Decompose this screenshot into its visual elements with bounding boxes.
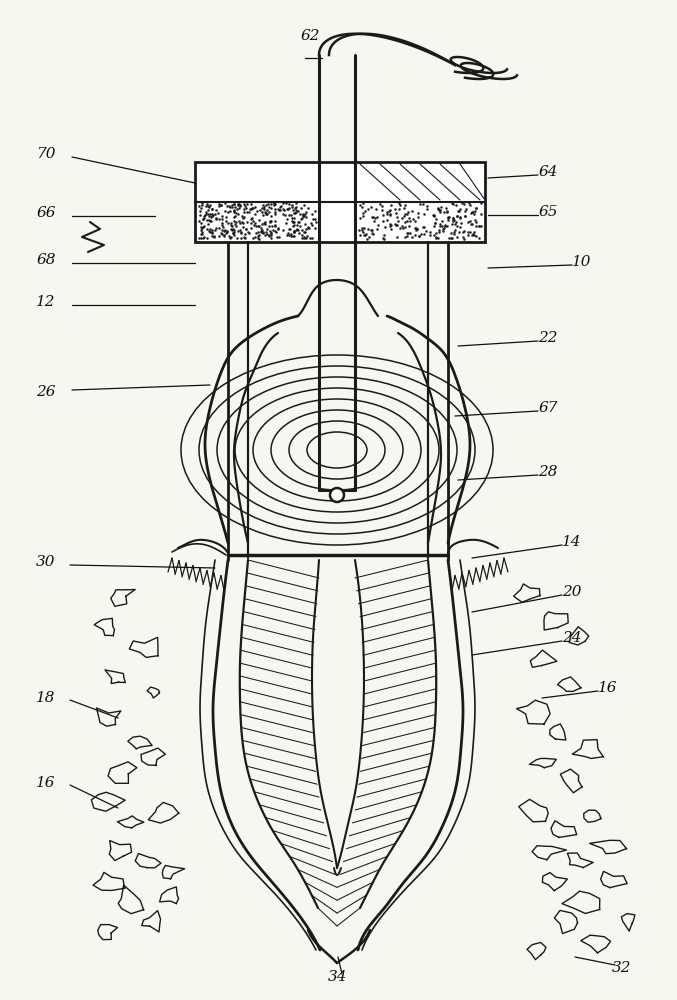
Text: 22: 22 bbox=[538, 331, 558, 345]
Text: 28: 28 bbox=[538, 465, 558, 479]
Text: 30: 30 bbox=[37, 555, 56, 569]
Text: 62: 62 bbox=[301, 29, 320, 43]
Bar bbox=[195, 162, 485, 242]
Text: 66: 66 bbox=[37, 206, 56, 220]
Text: 34: 34 bbox=[328, 970, 348, 984]
Text: 14: 14 bbox=[563, 535, 582, 549]
Text: 16: 16 bbox=[598, 681, 617, 695]
Text: 16: 16 bbox=[37, 776, 56, 790]
Circle shape bbox=[330, 488, 344, 502]
Text: 18: 18 bbox=[37, 691, 56, 705]
Text: 20: 20 bbox=[563, 585, 582, 599]
Text: 67: 67 bbox=[538, 401, 558, 415]
Text: 26: 26 bbox=[37, 385, 56, 399]
Text: 32: 32 bbox=[612, 961, 632, 975]
Text: 70: 70 bbox=[37, 147, 56, 161]
Text: 65: 65 bbox=[538, 205, 558, 219]
Text: 64: 64 bbox=[538, 165, 558, 179]
Text: 68: 68 bbox=[37, 253, 56, 267]
Text: 12: 12 bbox=[37, 295, 56, 309]
Text: 10: 10 bbox=[572, 255, 592, 269]
Text: 24: 24 bbox=[563, 631, 582, 645]
